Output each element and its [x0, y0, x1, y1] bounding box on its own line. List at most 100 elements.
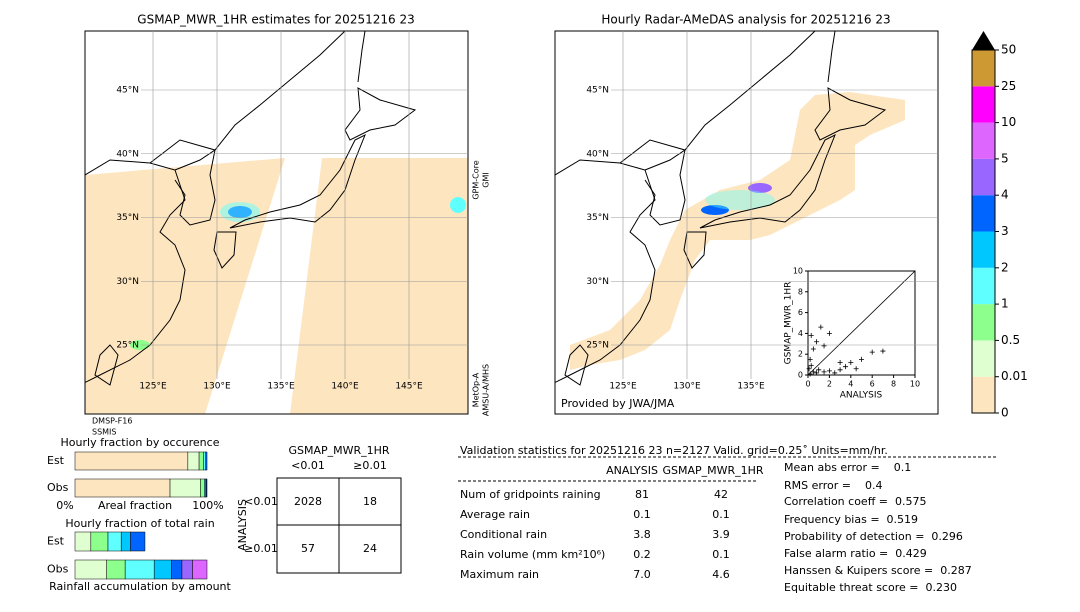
row-title: ANALYSIS [236, 499, 249, 551]
colorbar-label: 0.01 [1001, 369, 1028, 383]
point [826, 330, 832, 336]
colorbar-label: 0 [1001, 406, 1009, 420]
sensor: AMSU-A/MHS [482, 364, 491, 416]
y-axis-label: GSMAP_MWR_1HR [784, 282, 794, 365]
fraction-segment [205, 451, 208, 471]
column-header: <0.01 [291, 459, 325, 472]
x-tick-label: 10 [910, 380, 920, 389]
score: Equitable threat score = 0.230 [784, 581, 957, 594]
lon-label: 145°E [395, 382, 423, 392]
row-label: Obs [47, 481, 69, 494]
row-label: Average rain [460, 508, 530, 521]
lat-label: 40°N [586, 149, 609, 159]
colorbar-label: 10 [1001, 115, 1016, 129]
total-rain-title: Hourly fraction of total rain [65, 517, 214, 530]
lat-label: 30°N [586, 277, 609, 287]
row-label: Est [47, 535, 65, 548]
point [837, 360, 843, 366]
point [859, 356, 864, 362]
lat-label: 45°N [116, 86, 139, 96]
fraction-segment [181, 559, 193, 580]
fraction-segment [200, 478, 205, 498]
score: RMS error = 0.4 [784, 479, 882, 492]
colorbar-swatch [972, 50, 995, 87]
colorbar-label: 25 [1001, 79, 1016, 93]
point [808, 332, 814, 338]
score: Mean abs error = 0.1 [784, 461, 911, 474]
fraction-segment [124, 559, 155, 580]
fraction-segment [107, 531, 122, 552]
y-tick-label: 4 [798, 329, 803, 338]
fraction-segment [130, 531, 146, 552]
y-tick-label: 8 [798, 287, 803, 296]
point [832, 370, 838, 376]
colorbar-label: 5 [1001, 151, 1009, 165]
point [806, 366, 812, 372]
point [826, 368, 832, 374]
score: False alarm ratio = 0.429 [784, 547, 927, 560]
occurrence-title: Hourly fraction by occurence [61, 436, 220, 449]
credit: Provided by JWA/JMA [561, 397, 675, 410]
colorbar-label: 3 [1001, 224, 1009, 238]
cell: 18 [363, 495, 377, 508]
left-map-title: GSMAP_MWR_1HR estimates for 20251216 23 [137, 13, 414, 27]
y-tick-label: 2 [798, 350, 803, 359]
column-header: GSMAP_MWR_1HR [662, 464, 763, 477]
fraction-segment [90, 531, 109, 552]
cell: 2028 [294, 495, 322, 508]
point [807, 356, 813, 362]
score: Correlation coeff = 0.575 [784, 495, 926, 508]
colorbar-label: 1 [1001, 297, 1009, 311]
colorbar-swatch [972, 158, 995, 196]
row-label: Maximum rain [460, 568, 539, 581]
colorbar-label: 0.5 [1001, 333, 1020, 347]
point [880, 348, 886, 354]
cell: 0.1 [712, 548, 730, 561]
cell: 0.2 [633, 548, 651, 561]
row-label: Rain volume (mm km²10⁶) [460, 548, 605, 561]
cell: 4.6 [712, 568, 730, 581]
point [837, 367, 843, 373]
cell: 0.1 [712, 508, 730, 521]
point [818, 324, 824, 330]
row-label: Obs [47, 563, 69, 576]
row-label: Num of gridpoints raining [460, 488, 601, 501]
lat-label: 25°N [586, 341, 609, 351]
point [842, 364, 848, 370]
point [848, 360, 854, 366]
lon-label: 130°E [203, 382, 231, 392]
sensor: GMI [482, 172, 491, 187]
lat-label: 25°N [116, 341, 139, 351]
colorbar-swatch [972, 122, 995, 159]
total-rain-caption: Rainfall accumulation by amount [49, 580, 231, 593]
fraction-segment [74, 531, 92, 552]
cell: 42 [714, 488, 728, 501]
sensor: DMSP-F16 [92, 417, 132, 426]
colorbar-label: 50 [1001, 43, 1016, 57]
point [810, 369, 816, 375]
row-label: Conditional rain [460, 528, 547, 541]
lat-label: 30°N [116, 277, 139, 287]
cell: 3.8 [633, 528, 651, 541]
point [821, 369, 827, 375]
colorbar-swatch [972, 340, 995, 377]
fraction-segment [169, 478, 201, 498]
point [869, 349, 875, 355]
sensor: MetOp-A [472, 372, 481, 407]
right-map-title: Hourly Radar-AMeDAS analysis for 2025121… [601, 13, 890, 27]
point [807, 371, 813, 377]
cell: 7.0 [633, 568, 651, 581]
sensor: GPM-Core [472, 160, 481, 199]
point [808, 363, 814, 369]
point [821, 343, 827, 349]
point [814, 370, 820, 376]
one-to-one-line [807, 270, 916, 376]
lat-label: 45°N [586, 86, 609, 96]
row-header: <0.01 [244, 495, 278, 508]
lat-label: 35°N [586, 213, 609, 223]
x-tick-label: 8 [891, 380, 896, 389]
fraction-segment [106, 559, 126, 580]
score: Frequency bias = 0.519 [784, 513, 918, 526]
lon-label: 125°E [139, 382, 167, 392]
fraction-segment [192, 559, 208, 580]
